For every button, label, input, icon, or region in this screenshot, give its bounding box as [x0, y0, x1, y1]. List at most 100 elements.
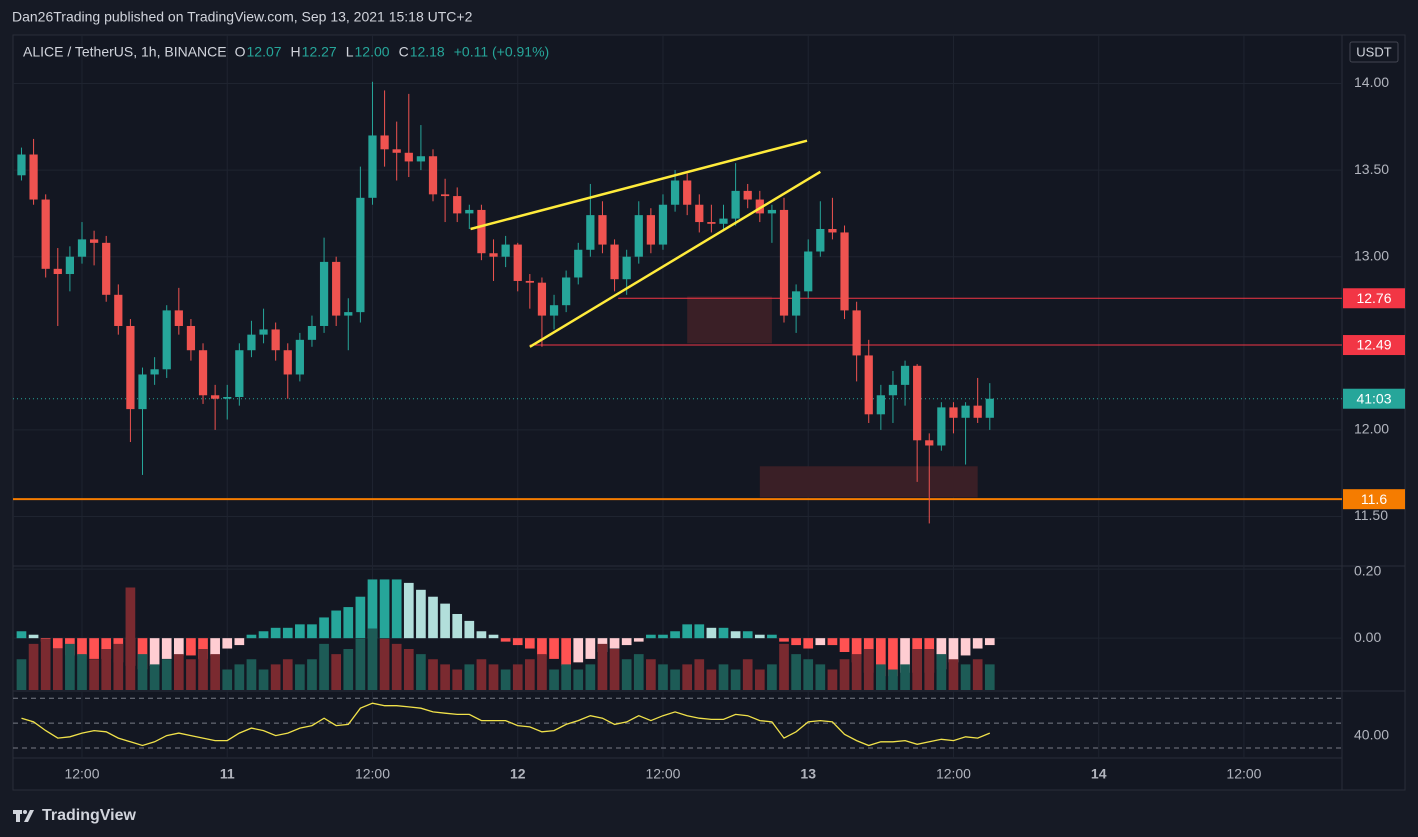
candle-body: [307, 325, 317, 340]
candle-body: [804, 251, 813, 292]
volume-bar: [77, 654, 87, 690]
momentum-bar: [101, 638, 112, 659]
candle-body: [259, 329, 268, 335]
volume-bar: [924, 649, 935, 690]
momentum-bar: [706, 627, 717, 639]
countdown: 41:03: [1356, 390, 1391, 406]
candle-body: [247, 334, 256, 351]
volume-bar: [960, 664, 971, 690]
candle-body: [767, 209, 777, 214]
momentum-bar: [524, 638, 535, 649]
plot-layer: 12:00 11 12:00 12 12:00 13 12:00 14 12:00 14.00 13…: [13, 35, 1405, 790]
countdown-box: [1343, 388, 1405, 409]
candle-body: [368, 135, 377, 198]
volume-bar: [355, 638, 366, 690]
volume-bar: [694, 659, 705, 690]
volume-bar: [561, 664, 571, 690]
momentum-bar: [464, 620, 475, 639]
momentum-bar: [730, 631, 741, 639]
volume-bar: [742, 659, 753, 690]
volume-bar: [948, 659, 959, 690]
momentum-bar: [500, 638, 511, 642]
volume-bar: [452, 669, 463, 690]
candle-body: [695, 204, 704, 223]
candle-body: [525, 280, 534, 283]
candle-body: [622, 256, 631, 280]
logo-mark: [24, 810, 34, 822]
currency: USDT: [1356, 44, 1391, 59]
candle-body: [670, 180, 680, 205]
volume-bar: [585, 664, 596, 690]
volume-bar: [609, 649, 620, 690]
volume-bar: [658, 664, 668, 690]
volume-bar: [754, 669, 765, 690]
momentum-bar: [28, 634, 39, 639]
candle-body: [126, 325, 135, 410]
candle-body: [53, 268, 62, 275]
volume-bar: [101, 649, 112, 690]
x-tick-label: 14: [1091, 766, 1107, 782]
momentum-bar: [234, 638, 245, 646]
volume-bar: [295, 664, 305, 690]
momentum-bar: [682, 624, 693, 639]
momentum-bar: [972, 638, 983, 649]
volume-bar: [900, 664, 910, 690]
volume-bar: [113, 643, 124, 690]
momentum-bar: [403, 582, 414, 639]
volume-bar: [984, 664, 995, 690]
momentum-bar: [694, 624, 705, 639]
x-tick-label: 12:00: [936, 766, 971, 782]
volume-bar: [815, 664, 826, 690]
momentum-bar: [173, 638, 184, 656]
volume-bar: [428, 659, 438, 690]
momentum-bar: [670, 631, 680, 639]
volume-bar: [125, 587, 136, 690]
volume-bar: [246, 659, 257, 690]
level-label-box: [1343, 288, 1405, 309]
candle-body: [949, 407, 958, 418]
volume-bar: [367, 628, 378, 690]
momentum-bar: [16, 631, 27, 639]
candle-body: [501, 244, 510, 257]
volume-bar: [391, 643, 402, 690]
x-tick-label: 12:00: [64, 766, 99, 782]
momentum-bar: [137, 638, 148, 670]
candle-body: [102, 242, 111, 295]
volume-bar: [779, 643, 789, 690]
momentum-bar: [960, 638, 971, 656]
candle-body: [913, 365, 922, 441]
candle-body: [562, 277, 571, 306]
x-tick-label: 12:00: [645, 766, 680, 782]
candle-body: [150, 369, 159, 375]
volume-bar: [524, 659, 535, 690]
candle-body: [404, 152, 413, 162]
y-tick-label: 13.00: [1354, 247, 1389, 263]
volume-bar: [16, 659, 27, 690]
trendline: [470, 139, 808, 231]
candle-body: [332, 261, 341, 316]
momentum-bar: [246, 634, 257, 639]
y-tick-label: 12.00: [1354, 421, 1389, 437]
candle-body: [973, 405, 982, 418]
volume-bar: [258, 669, 269, 690]
volume-bar: [633, 654, 644, 690]
volume-bar: [464, 664, 475, 690]
x-tick-label: 12:00: [1226, 766, 1261, 782]
candle-body: [198, 350, 208, 396]
y-tick-label: 11.50: [1354, 507, 1388, 523]
momentum-bar: [876, 638, 886, 677]
momentum-bar: [815, 638, 826, 646]
momentum-bar: [851, 638, 862, 663]
candle-body: [416, 156, 426, 162]
candle-body: [537, 282, 547, 316]
volume-bar: [549, 669, 559, 690]
momentum-bar: [900, 638, 910, 673]
volume-bar: [343, 649, 354, 690]
zone: [687, 296, 772, 344]
candle-body: [211, 395, 220, 399]
volume-bar: [331, 654, 342, 690]
candle-body: [586, 215, 595, 250]
volume-bar: [488, 664, 499, 690]
volume-bar: [52, 649, 63, 690]
